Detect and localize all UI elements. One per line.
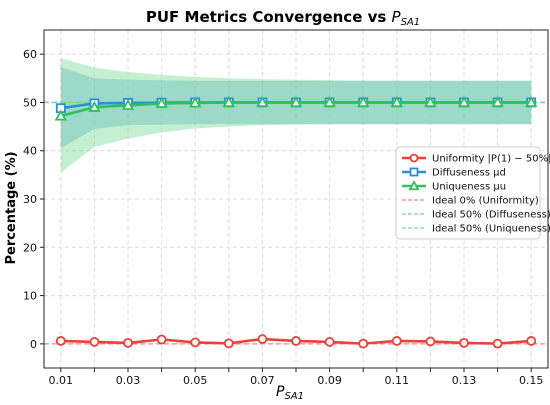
title-subscript: SA1 <box>401 17 421 28</box>
chart-title: PUF Metrics Convergence vs PSA1 <box>146 8 420 28</box>
data-point <box>54 109 67 121</box>
legend-label: Ideal 0% (Uniformity) <box>432 196 539 207</box>
y-tick-label: 10 <box>23 290 37 303</box>
data-point <box>55 336 66 346</box>
confidence-band <box>60 58 532 173</box>
data-point <box>409 167 419 177</box>
data-point <box>457 95 471 108</box>
data-point <box>155 96 168 108</box>
legend-label: Ideal 50% (Diffuseness) <box>432 210 550 221</box>
legend-label: Diffuseness μd <box>432 168 506 179</box>
data-point <box>492 338 503 349</box>
x-tick-label: 0.03 <box>116 374 141 387</box>
legend-label: Uniqueness μu <box>432 182 506 193</box>
data-point <box>88 100 101 112</box>
data-point <box>323 95 336 108</box>
title-variable: P <box>392 8 402 26</box>
data-point <box>358 338 369 349</box>
x-tick-label: 0.01 <box>49 374 74 387</box>
legend-label: Uniformity |P(1) − 50%| <box>432 154 550 165</box>
data-point <box>425 336 436 347</box>
data-point <box>390 95 403 108</box>
y-tick-label: 0 <box>30 338 37 351</box>
x-tick-label: 0.15 <box>519 374 544 387</box>
data-point <box>156 334 167 345</box>
data-point <box>222 95 235 108</box>
data-point <box>189 96 202 108</box>
y-tick-label: 40 <box>23 145 37 158</box>
confidence-band <box>60 67 532 149</box>
data-point <box>525 95 538 108</box>
data-point <box>256 95 269 108</box>
legend: Uniformity |P(1) − 50%| Diffuseness μd Uni… <box>395 146 550 240</box>
y-tick-label: 30 <box>23 193 37 206</box>
data-point <box>89 337 100 347</box>
x-tick-label: 0.09 <box>317 374 342 387</box>
x-tick-label: 0.07 <box>250 374 275 387</box>
x-tick-label: 0.11 <box>385 374 410 387</box>
data-point <box>257 334 268 344</box>
data-point <box>190 337 201 348</box>
x-axis-title: PSA1 <box>276 384 304 402</box>
data-point <box>408 180 420 191</box>
y-tick-label: 60 <box>23 48 37 61</box>
data-point <box>123 337 133 348</box>
x-tick-label: 0.05 <box>183 374 208 387</box>
data-point <box>223 338 234 349</box>
x-axis-variable: P <box>276 384 285 400</box>
data-point <box>121 98 135 110</box>
x-tick-label: 0.13 <box>452 374 477 387</box>
legend-label: Ideal 50% (Uniqueness) <box>432 224 550 235</box>
y-axis-title: Percentage (%) <box>4 151 19 264</box>
data-point <box>491 95 504 108</box>
data-point <box>526 336 537 346</box>
legend-box <box>395 146 541 240</box>
data-point <box>357 95 370 108</box>
y-tick-label: 20 <box>23 241 37 254</box>
data-point <box>459 337 469 348</box>
data-point <box>424 95 437 108</box>
x-axis-subscript: SA1 <box>284 391 304 402</box>
y-tick-label: 50 <box>23 96 37 109</box>
data-point <box>409 153 419 163</box>
data-point <box>324 337 335 347</box>
data-point <box>289 95 303 108</box>
data-point <box>291 336 301 346</box>
data-point <box>391 336 402 346</box>
